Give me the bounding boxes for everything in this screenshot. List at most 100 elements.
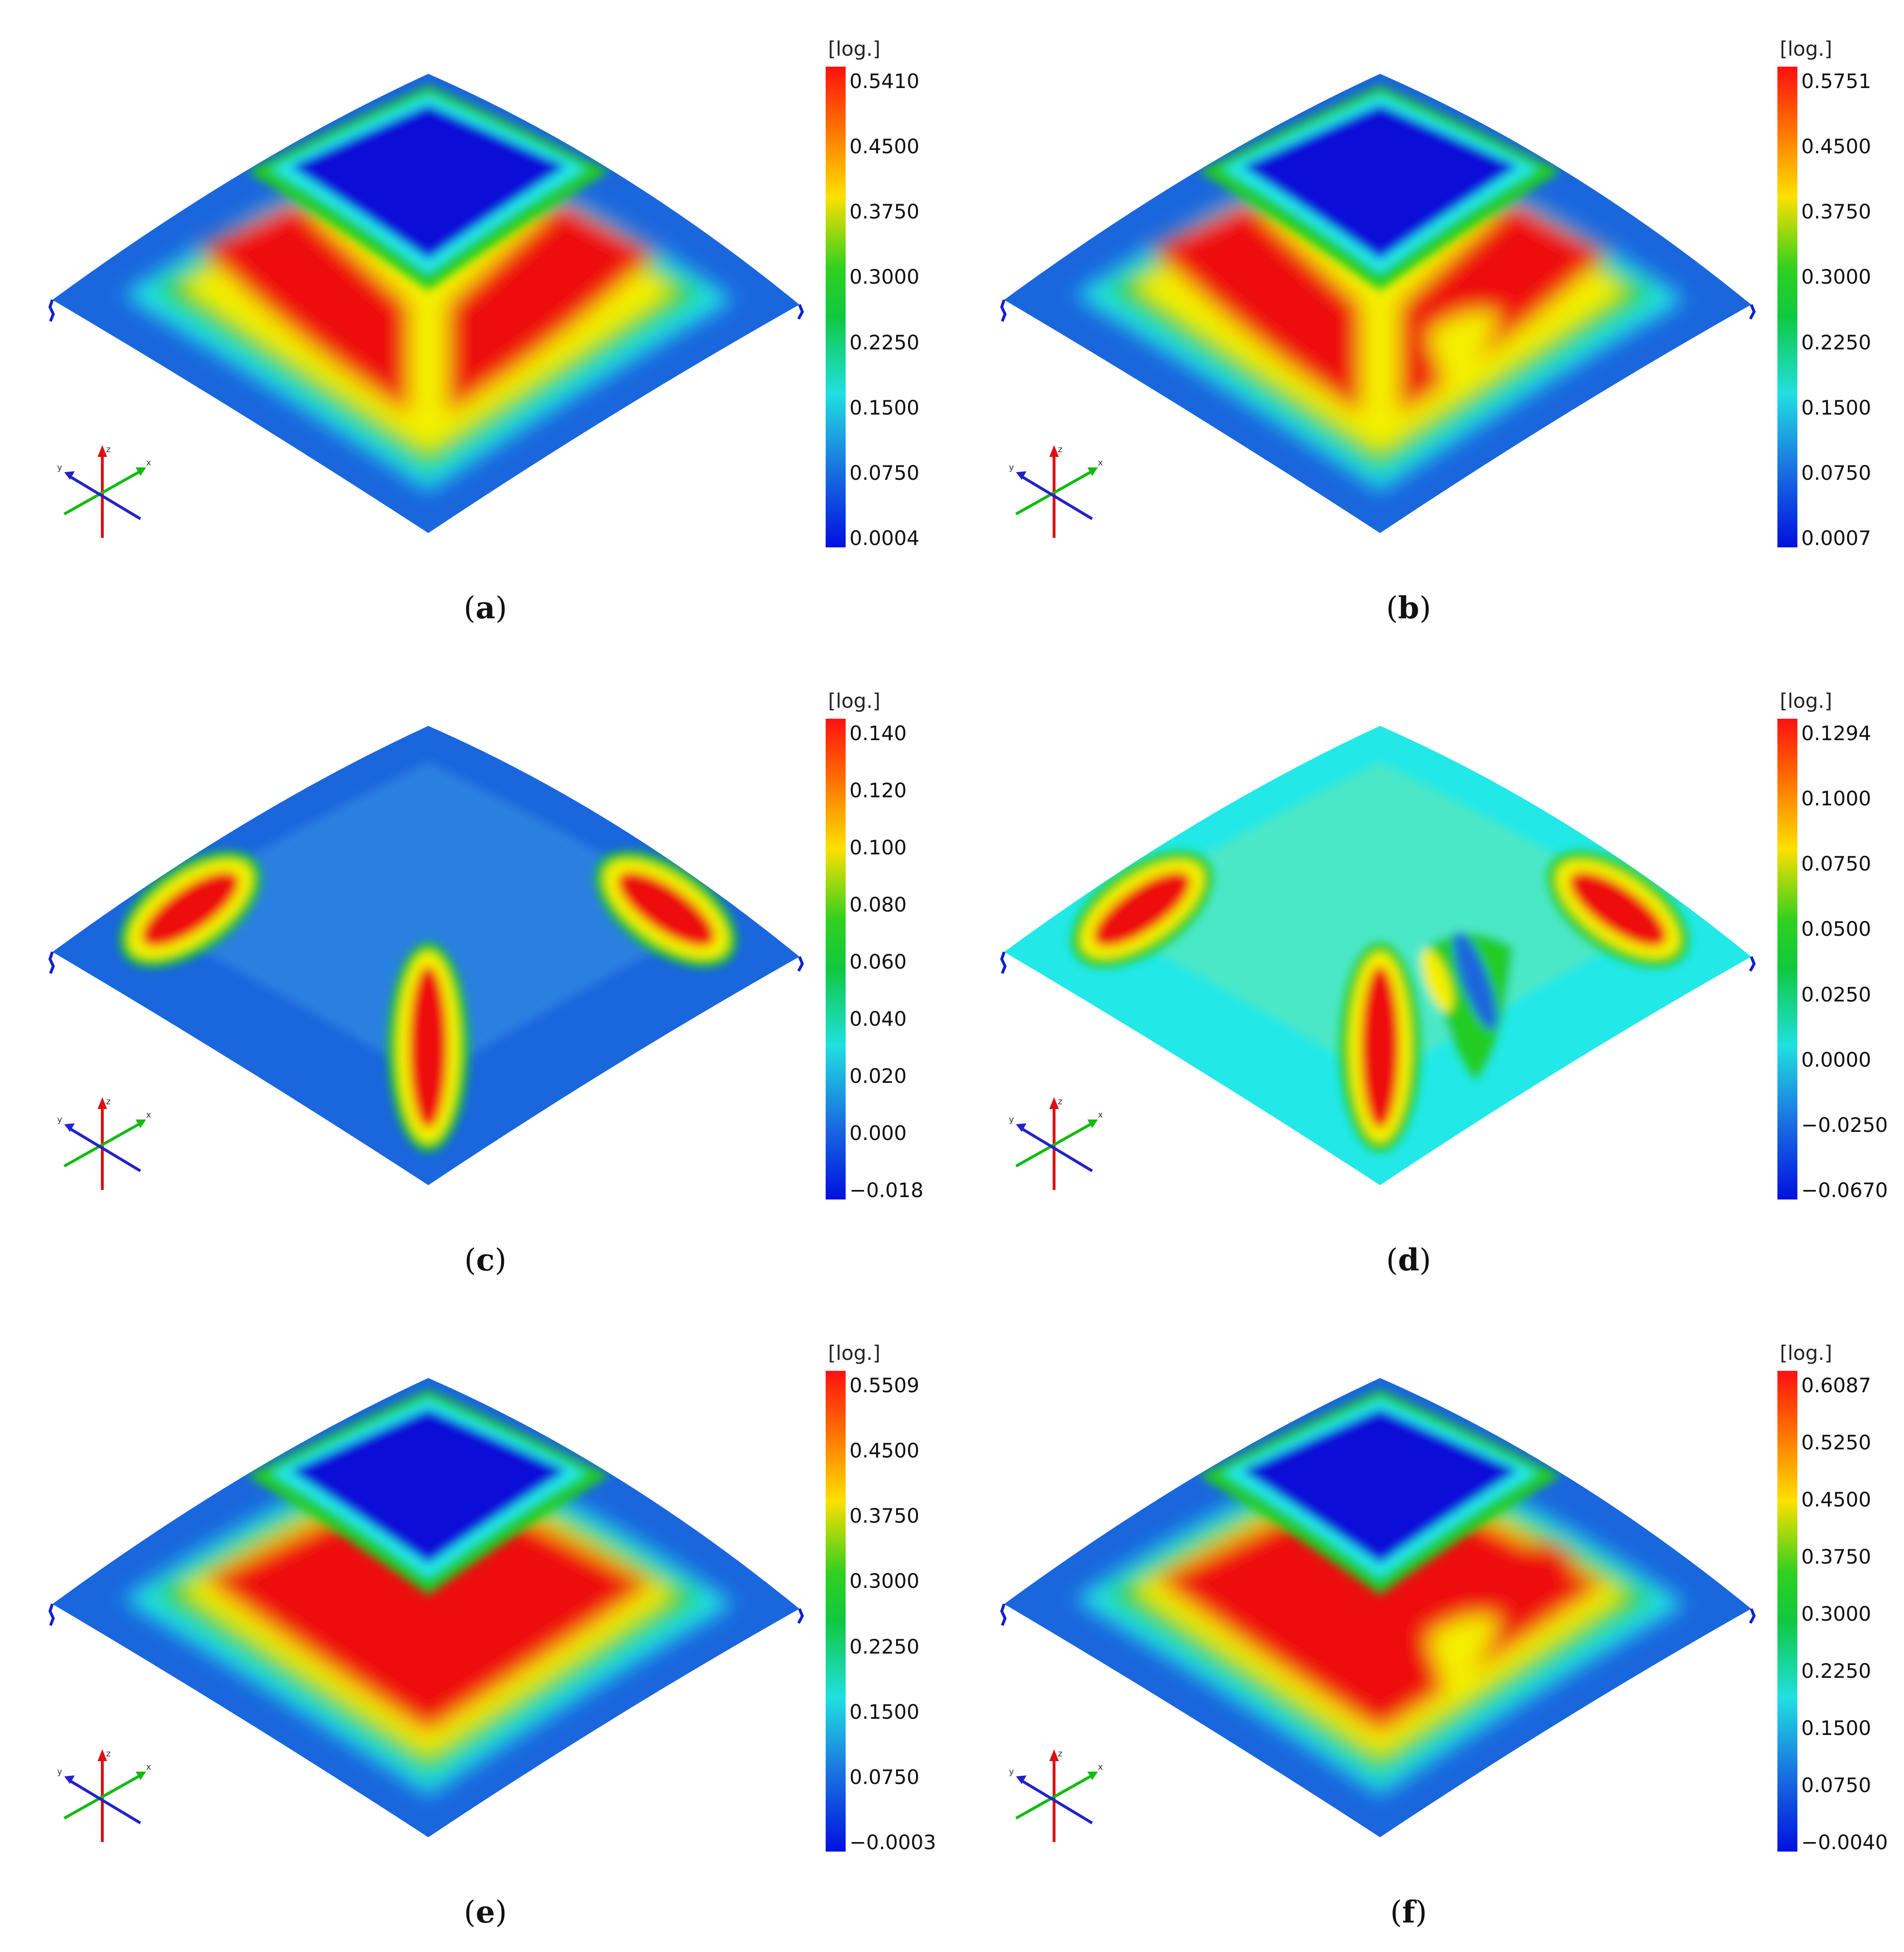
scale-tick-label: 0.3000 <box>849 265 919 289</box>
scale-tick-label: 0.0007 <box>1801 526 1871 550</box>
axis-label-z: z <box>1058 445 1062 455</box>
axis-label-x: x <box>1098 458 1103 468</box>
panel-caption: (d) <box>1386 1242 1431 1278</box>
axis-label-z: z <box>1058 1097 1062 1107</box>
scale-tick-label: 0.1500 <box>1801 1716 1871 1740</box>
axis-label-y: y <box>1009 1767 1014 1777</box>
scale-unit-label: [log.] <box>828 689 881 713</box>
scale-tick-label: 0.5751 <box>1801 69 1871 93</box>
panel-caption: (b) <box>1386 590 1431 626</box>
scale-tick-label: −0.0003 <box>849 1831 937 1854</box>
scale-tick-label: 0.3750 <box>1801 1545 1871 1568</box>
axis-label-y: y <box>1009 1115 1014 1125</box>
axis-label-x: x <box>146 1110 151 1120</box>
scale-tick-label: 0.2250 <box>849 1635 919 1658</box>
scale-tick-label: 0.0000 <box>1801 1048 1871 1071</box>
panel-d: z x y [log.] 0.1294 0.1000 0.0750 0.0500 0.0250 0… <box>952 652 1904 1299</box>
scale-tick-label: 0.3000 <box>1801 265 1871 289</box>
scale-tick-label: 0.140 <box>849 722 907 745</box>
scale-tick-label: 0.2250 <box>849 330 919 354</box>
axis-label-z: z <box>106 445 110 455</box>
scale-unit-label: [log.] <box>828 1341 881 1365</box>
scale-tick-label: −0.0250 <box>1801 1113 1888 1137</box>
scale-tick-label: 0.2250 <box>1801 330 1871 354</box>
axis-label-z: z <box>106 1097 110 1107</box>
scale-tick-label: 0.5509 <box>849 1374 919 1397</box>
panel-caption: (c) <box>464 1242 507 1278</box>
surface-plot <box>52 74 799 533</box>
scale-tick-label: 0.0004 <box>849 526 919 550</box>
scale-tick-label: 0.1500 <box>849 396 919 419</box>
scale-tick-label: 0.3000 <box>849 1569 919 1593</box>
axis-label-y: y <box>57 1115 62 1125</box>
axis-label-y: y <box>57 463 62 473</box>
scale-tick-label: 0.080 <box>849 893 907 916</box>
scale-unit-label: [log.] <box>1780 1341 1833 1365</box>
scale-tick-label: 0.4500 <box>1801 135 1871 159</box>
panel-b: z x y [log.] 0.5751 0.4500 0.3750 0.3000 0.2250 0… <box>952 0 1904 647</box>
scale-tick-label: 0.1500 <box>1801 396 1871 419</box>
color-scale-bar <box>826 67 846 547</box>
scale-tick-label: 0.3750 <box>849 200 919 224</box>
scale-unit-label: [log.] <box>1780 689 1833 713</box>
scale-tick-label: 0.3750 <box>849 1504 919 1528</box>
axis-triad-icon: z x y <box>57 1097 151 1190</box>
axis-triad-icon: z x y <box>1009 445 1103 538</box>
axis-label-x: x <box>146 458 151 468</box>
panel-graphic: z x y <box>48 1378 804 1842</box>
scale-tick-label: −0.018 <box>849 1179 924 1202</box>
color-scale-bar <box>826 719 846 1199</box>
panel-graphic: z x y <box>48 726 804 1190</box>
panel-graphic: z x y <box>48 74 804 538</box>
scale-tick-label: 0.5250 <box>1801 1431 1871 1454</box>
surface-plot <box>1004 1378 1751 1837</box>
scale-tick-label: 0.1294 <box>1801 722 1871 745</box>
scale-tick-label: 0.3000 <box>1801 1602 1871 1625</box>
scale-tick-label: 0.0750 <box>849 1765 919 1789</box>
surface-plot <box>1004 726 1751 1185</box>
surface-plot <box>52 726 799 1185</box>
panel-f: z x y [log.] 0.6087 0.5250 0.4500 0.3750 0.3000 0… <box>952 1304 1904 1952</box>
surface-plot <box>1004 74 1751 533</box>
scale-tick-label: 0.3750 <box>1801 200 1871 224</box>
panel-graphic: z x y <box>1000 1378 1756 1842</box>
scale-unit-label: [log.] <box>1780 37 1833 60</box>
scale-tick-label: −0.0670 <box>1801 1179 1888 1202</box>
panel-caption: (e) <box>464 1894 507 1930</box>
axis-label-y: y <box>1009 463 1014 473</box>
panel-graphic: z x y <box>1000 74 1756 538</box>
scale-tick-label: 0.020 <box>849 1064 907 1088</box>
panel-e: z x y [log.] 0.5509 0.4500 0.3750 0.3000 0.2250 0… <box>0 1304 952 1952</box>
axis-triad-icon: z x y <box>1009 1097 1103 1190</box>
scale-tick-label: 0.4500 <box>1801 1488 1871 1511</box>
color-scale-bar <box>1777 719 1797 1199</box>
axis-label-x: x <box>1098 1762 1103 1772</box>
color-scale-bar <box>1777 67 1797 547</box>
scale-tick-label: −0.0040 <box>1801 1831 1888 1854</box>
axis-label-x: x <box>1098 1110 1103 1120</box>
panel-graphic: z x y <box>1000 726 1756 1190</box>
axis-triad-icon: z x y <box>57 1749 151 1842</box>
scale-tick-label: 0.100 <box>849 836 907 859</box>
scale-tick-label: 0.040 <box>849 1007 907 1030</box>
panel-a: z x y [log.] 0.5410 0.4500 0.3750 0.3000 0.2250 0… <box>0 0 952 647</box>
color-scale-bar <box>826 1371 846 1852</box>
axis-label-x: x <box>146 1762 151 1772</box>
scale-tick-label: 0.4500 <box>849 135 919 159</box>
panel-c: z x y [log.] 0.140 0.120 0.100 0.080 0.060 0.040 0… <box>0 652 952 1299</box>
panel-caption: (a) <box>464 590 507 626</box>
scale-tick-label: 0.1500 <box>849 1700 919 1724</box>
scale-unit-label: [log.] <box>828 37 881 60</box>
axis-triad-icon: z x y <box>1009 1749 1103 1842</box>
axis-triad-icon: z x y <box>57 445 151 538</box>
axis-label-z: z <box>106 1749 110 1759</box>
scale-tick-label: 0.4500 <box>849 1439 919 1463</box>
scale-tick-label: 0.0750 <box>1801 461 1871 485</box>
scale-tick-label: 0.120 <box>849 779 907 802</box>
scale-tick-label: 0.0750 <box>849 461 919 485</box>
scale-tick-label: 0.000 <box>849 1121 907 1145</box>
scale-tick-label: 0.5410 <box>849 69 919 93</box>
scale-tick-label: 0.0500 <box>1801 917 1871 941</box>
scale-tick-label: 0.0750 <box>1801 852 1871 876</box>
scale-tick-label: 0.060 <box>849 950 907 973</box>
